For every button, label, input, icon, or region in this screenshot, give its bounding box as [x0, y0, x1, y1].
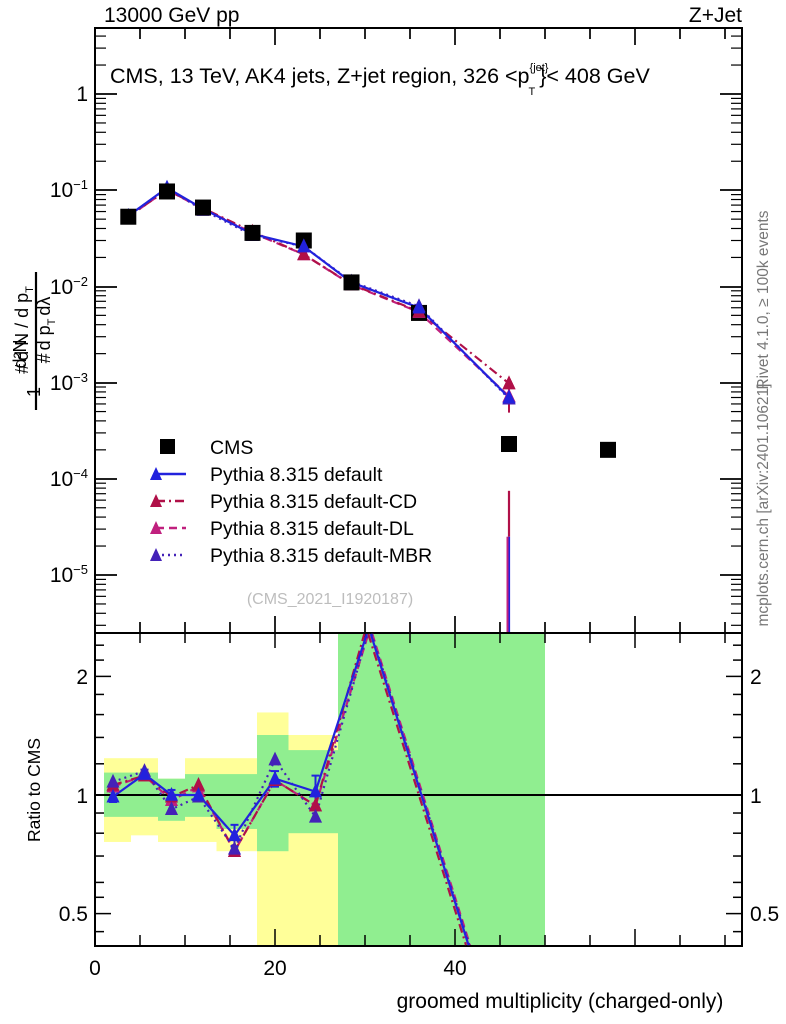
svg-text:Rivet 4.1.0, ≥ 100k events: Rivet 4.1.0, ≥ 100k events: [755, 210, 772, 389]
legend: CMS Pythia 8.315 default Pythia 8.315 defa…: [150, 437, 432, 567]
legend-marker-triangle: [150, 494, 162, 507]
yaxis-label-denominator: #d pTdλ: [34, 297, 58, 364]
header-right: Z+Jet: [689, 4, 742, 27]
ratio-panel-border: [94, 632, 743, 947]
x-tick-20: 20: [263, 957, 286, 980]
y-tick-1e-4: 10−4: [50, 466, 88, 491]
ratio-y-tick-right-05: 0.5: [750, 903, 779, 926]
markers-top-solid: [297, 238, 516, 404]
ratio-markers-solid: [106, 766, 323, 842]
svg-text:Ratio to CMS: Ratio to CMS: [24, 738, 44, 842]
data-marker-triangle: [502, 389, 516, 404]
legend-label: Pythia 8.315 default: [210, 464, 383, 486]
y-tick-1e-5: 10−5: [50, 562, 88, 587]
data-marker-triangle: [227, 827, 242, 842]
x-tick-0: 0: [89, 957, 101, 980]
data-marker-triangle: [106, 773, 120, 788]
cms-marker: [195, 199, 211, 216]
plot-title: CMS, 13 TeV, AK4 jets, Z+jet region, 326…: [110, 62, 650, 98]
legend-marker-triangle: [150, 467, 162, 480]
legend-label: Pythia 8.315 default-MBR: [210, 545, 432, 567]
ratio-y-tick-05: 0.5: [59, 903, 88, 926]
y-tick-1e-2: 10−2: [50, 274, 88, 299]
cms-marker: [159, 183, 175, 200]
data-marker-triangle: [502, 375, 516, 390]
svg-text:mcplots.cern.ch [arXiv:2401.10: mcplots.cern.ch [arXiv:2401.10621]: [755, 384, 772, 627]
yaxis-label-one: 1: [24, 387, 44, 397]
legend-label: Pythia 8.315 default-DL: [210, 518, 414, 540]
data-marker-triangle: [106, 788, 120, 803]
data-marker-triangle: [227, 840, 242, 855]
y-tick-1e-3: 10−3: [50, 370, 88, 395]
ratio-ticks: [95, 634, 742, 945]
y-tick-1e-1: 10−1: [50, 177, 88, 202]
y-tick-1: 1: [76, 83, 88, 106]
data-marker-triangle: [164, 801, 179, 816]
cms-marker: [120, 208, 137, 225]
cms-marker: [343, 274, 360, 291]
data-marker-triangle: [412, 299, 426, 314]
side-rivet-credit: Rivet 4.1.0, ≥ 100k events: [755, 210, 772, 389]
ratio-data-layer: [106, 633, 472, 946]
legend-label: Pythia 8.315 default-CD: [210, 491, 417, 513]
cms-marker: [501, 436, 517, 453]
data-marker-triangle: [268, 751, 282, 766]
ratio-y-tick-2: 2: [76, 666, 88, 689]
ratio-uncertainty-bands: [104, 634, 545, 945]
x-tick-40: 40: [443, 957, 466, 980]
main-y-ticks: 1 10−1 10−2 10−3 10−4 10−5: [50, 35, 742, 626]
legend-item-1[interactable]: Pythia 8.315 default: [150, 464, 383, 486]
ratio-y-tick-right-2: 2: [750, 666, 762, 689]
main-data-layer: [120, 179, 616, 633]
analysis-id-watermark: (CMS_2021_I1920187): [247, 591, 413, 608]
legend-marker-triangle: [150, 521, 162, 534]
x-axis-label: groomed multiplicity (charged-only): [397, 990, 724, 1013]
cms-marker: [244, 224, 261, 241]
ratio-y-tick-1: 1: [76, 785, 88, 808]
data-marker-triangle: [191, 777, 206, 791]
main-x-ticks: [139, 29, 726, 632]
legend-item-4[interactable]: Pythia 8.315 default-MBR: [150, 545, 432, 567]
yaxis-label-numerator: #d N / d pT: [12, 286, 36, 374]
data-marker-triangle: [308, 783, 323, 798]
legend-item-2[interactable]: Pythia 8.315 default-CD: [150, 491, 417, 513]
ratio-axis-label: Ratio to CMS: [24, 738, 44, 842]
legend-item-0[interactable]: CMS: [160, 437, 253, 459]
data-marker-triangle: [297, 246, 311, 261]
data-marker-triangle: [297, 238, 311, 253]
header-left: 13000 GeV pp: [104, 4, 239, 27]
data-marker-triangle: [191, 787, 206, 801]
legend-marker-square: [160, 439, 175, 454]
data-marker-triangle: [308, 808, 323, 823]
legend-item-3[interactable]: Pythia 8.315 default-DL: [150, 518, 414, 540]
cms-marker: [600, 441, 616, 458]
data-marker-triangle: [164, 787, 179, 801]
yaxis-label: #d N / d pT #d pTdλ 1 d²N: [10, 272, 58, 410]
data-marker-triangle: [137, 766, 152, 780]
main-panel-frame: [94, 27, 743, 634]
legend-label: CMS: [210, 437, 253, 459]
ratio-y-tick-right-1: 1: [750, 785, 762, 808]
yaxis-label-d2n: d²N: [10, 339, 30, 368]
data-marker-triangle: [308, 797, 323, 812]
data-marker-triangle: [268, 770, 282, 785]
legend-marker-triangle: [150, 548, 162, 561]
side-mcplots-credit: mcplots.cern.ch [arXiv:2401.10621]: [755, 384, 772, 627]
